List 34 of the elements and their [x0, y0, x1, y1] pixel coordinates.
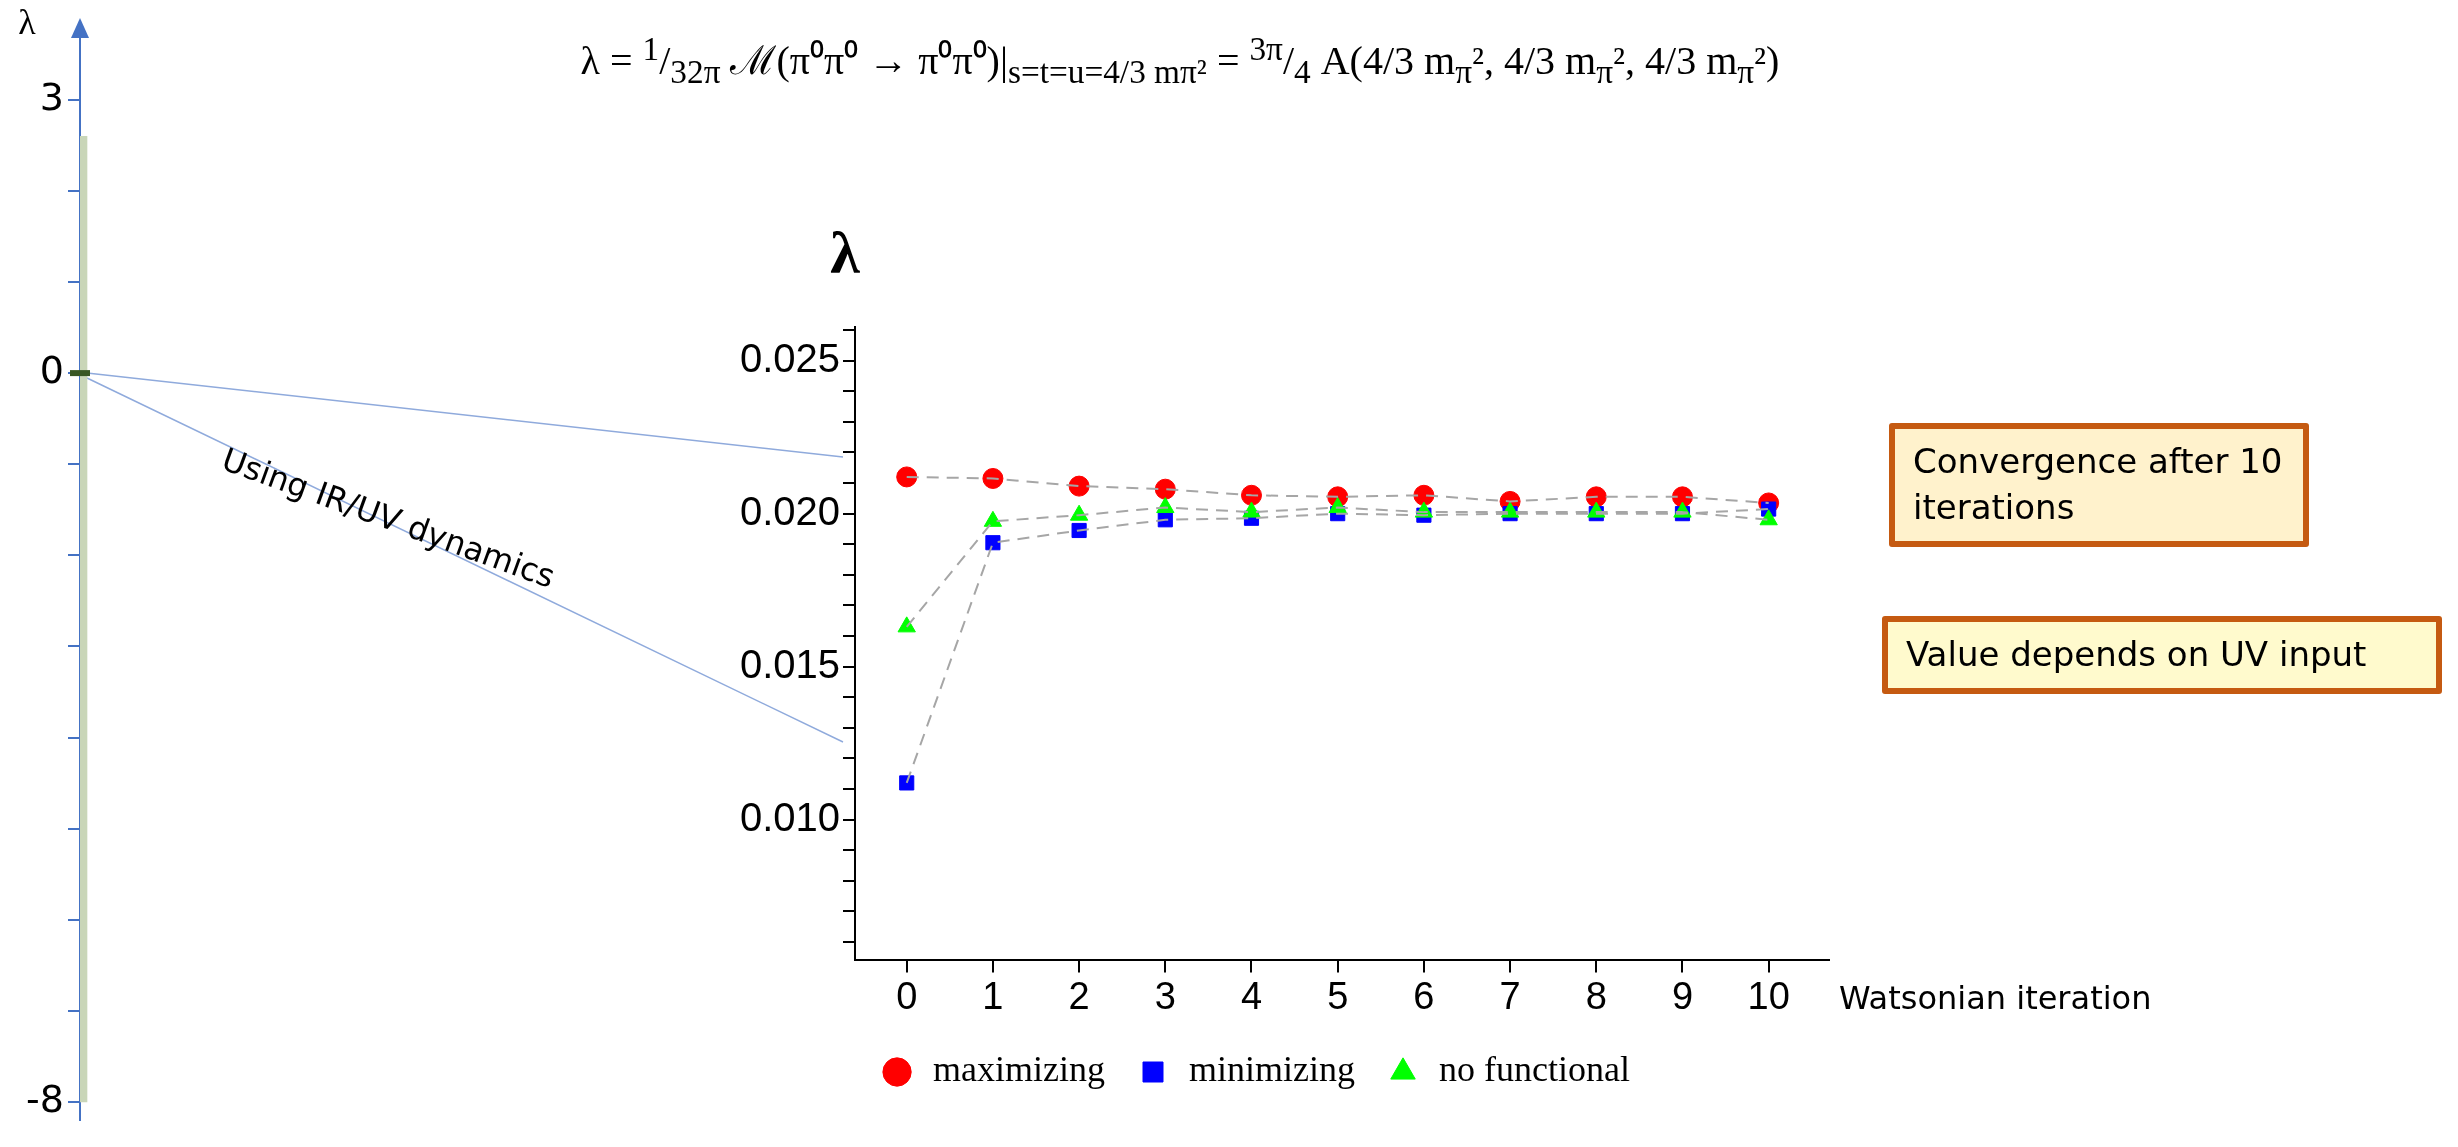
- point: [1068, 475, 1090, 497]
- x-tick-label: 10: [1747, 974, 1790, 1017]
- point: [1154, 478, 1176, 500]
- x-tick-label: 1: [982, 974, 1004, 1017]
- y-axis-title: λ: [18, 2, 37, 43]
- x-tick-label: 5: [1327, 974, 1349, 1017]
- x-tick-label: 0: [896, 974, 918, 1017]
- y-tick-label: 3: [39, 74, 64, 119]
- legend-label: minimizing: [1189, 1049, 1356, 1090]
- y-tick-label: 0.025: [739, 335, 840, 380]
- legend-label: no functional: [1439, 1049, 1630, 1090]
- point: [899, 775, 915, 791]
- x-tick-label: 6: [1413, 974, 1435, 1017]
- y-tick-label: 0.015: [739, 641, 840, 686]
- x-tick-label: 2: [1068, 974, 1090, 1017]
- chart-title: λ = $^{1}$/$_{32π}$ ℳ(π⁰π⁰ → π⁰π⁰)|$_{s=t=u=4/3 mπ²}$ = $^{3π}$/$_{4}$ A(4/3 m$_{π}$², 4/3 m$_{π}$², 4/3 m$_{π}$²): [580, 30, 1780, 91]
- text: Value depends on UV input: [1882, 616, 2442, 694]
- x-tick-label: 4: [1240, 974, 1263, 1017]
- x-tick-label: 7: [1499, 974, 1521, 1017]
- point: [985, 535, 1001, 551]
- y-tick-label: 0.020: [739, 488, 840, 533]
- y-tick-label: 0.010: [739, 794, 840, 839]
- point: [982, 467, 1004, 489]
- y-tick-label: -8: [26, 1076, 64, 1121]
- point: [896, 466, 918, 488]
- legend-label: maximizing: [933, 1049, 1106, 1090]
- point: [1071, 522, 1087, 539]
- y-tick-label: 0: [39, 347, 64, 392]
- x-tick-label: 3: [1154, 974, 1176, 1017]
- x-axis-title: Watsonian iteration: [1839, 978, 2152, 1017]
- y-axis-title: λ: [830, 219, 861, 286]
- text: Convergence after 10 iterations: [1889, 423, 2309, 547]
- x-tick-label: 8: [1585, 974, 1607, 1017]
- x-tick-label: 9: [1671, 974, 1694, 1017]
